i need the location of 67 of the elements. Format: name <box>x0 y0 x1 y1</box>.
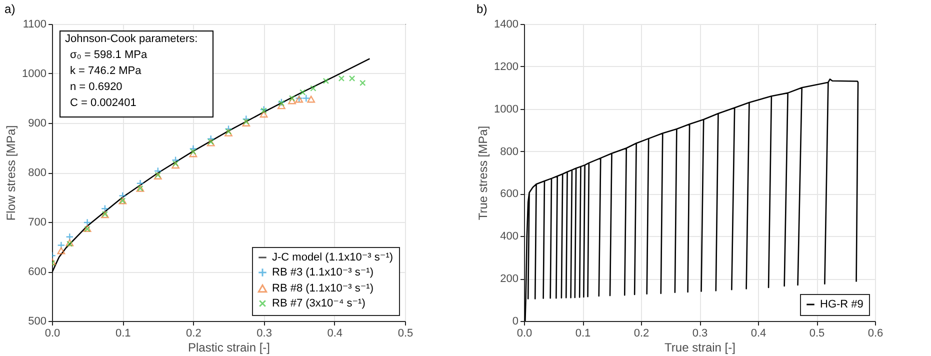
y-tick-label: 800 <box>500 146 518 158</box>
x-axis-title: Plastic strain [-] <box>188 340 270 354</box>
y-tick-label: 0 <box>512 316 518 328</box>
point <box>190 148 196 155</box>
point <box>118 192 127 200</box>
y-tick-label: 1400 <box>494 18 518 30</box>
y-tick-label: 600 <box>500 188 518 200</box>
y-tick-label: 900 <box>28 118 46 130</box>
point <box>288 95 296 102</box>
y-axis-title: Flow stress [MPa] <box>4 125 18 221</box>
annotation: σ₀ = 598.1 MPa <box>70 49 148 61</box>
chart-title: b) <box>476 2 488 16</box>
y-axis-title: True stress [MPa] <box>476 126 490 220</box>
x-tick-label: 0.3 <box>256 328 272 340</box>
point <box>83 218 92 226</box>
legend-label: RB #7 (3x10⁻⁴ s⁻¹) <box>272 298 366 310</box>
y-tick-label: 1000 <box>494 103 518 116</box>
y-tick-label: 700 <box>28 216 46 228</box>
point <box>322 78 330 84</box>
x-tick-label: 0.1 <box>115 328 131 340</box>
x-tick-label: 0.0 <box>44 328 60 340</box>
x-tick-label: 0.5 <box>398 328 414 340</box>
point <box>310 85 316 92</box>
legend-label: RB #8 (1.1x10⁻³ s⁻¹) <box>272 282 374 294</box>
point <box>66 232 74 241</box>
legend-label: J-C model (1.1x10⁻³ s⁻¹) <box>272 252 394 264</box>
x-tick-label: 0.5 <box>809 328 825 340</box>
point <box>260 110 268 118</box>
legend-label: HG-R #9 <box>820 298 864 310</box>
point <box>136 179 144 188</box>
point <box>189 150 198 158</box>
y-tick-label: 800 <box>28 167 46 179</box>
point <box>100 204 109 213</box>
y-tick-label: 1100 <box>22 18 46 30</box>
point <box>302 94 310 102</box>
point <box>348 75 356 82</box>
y-tick-label: 200 <box>500 273 518 286</box>
point <box>338 75 345 82</box>
y-tick-label: 400 <box>500 230 518 243</box>
annotation: C = 0.002401 <box>70 97 136 109</box>
x-tick-label: 0.2 <box>186 328 202 340</box>
x-tick-label: 0.6 <box>868 328 884 340</box>
point <box>154 167 162 175</box>
point <box>360 80 366 86</box>
point <box>300 89 306 96</box>
x-tick-label: 0.3 <box>692 328 708 340</box>
x-tick-label: 0.4 <box>327 328 343 340</box>
annotation: Johnson-Cook parameters: <box>65 33 198 45</box>
y-tick-label: 1000 <box>22 68 46 80</box>
point <box>57 247 66 254</box>
point <box>172 156 180 164</box>
annotation: k = 746.2 MPa <box>70 65 142 77</box>
x-tick-label: 0.0 <box>516 328 532 340</box>
y-tick-label: 500 <box>28 316 46 328</box>
point <box>277 102 286 110</box>
x-tick-label: 0.4 <box>750 328 766 340</box>
y-tick-label: 1200 <box>494 60 518 73</box>
point <box>307 96 316 103</box>
chart-title: a) <box>4 2 16 16</box>
y-tick-label: 600 <box>28 266 46 278</box>
annotation: n = 0.6920 <box>70 81 122 93</box>
x-axis-title: True strain [-] <box>664 340 736 354</box>
x-tick-label: 0.1 <box>575 328 591 340</box>
point <box>57 241 66 250</box>
legend-label: RB #3 (1.1x10⁻³ s⁻¹) <box>272 266 374 278</box>
x-tick-label: 0.2 <box>634 328 650 340</box>
point <box>189 144 198 153</box>
